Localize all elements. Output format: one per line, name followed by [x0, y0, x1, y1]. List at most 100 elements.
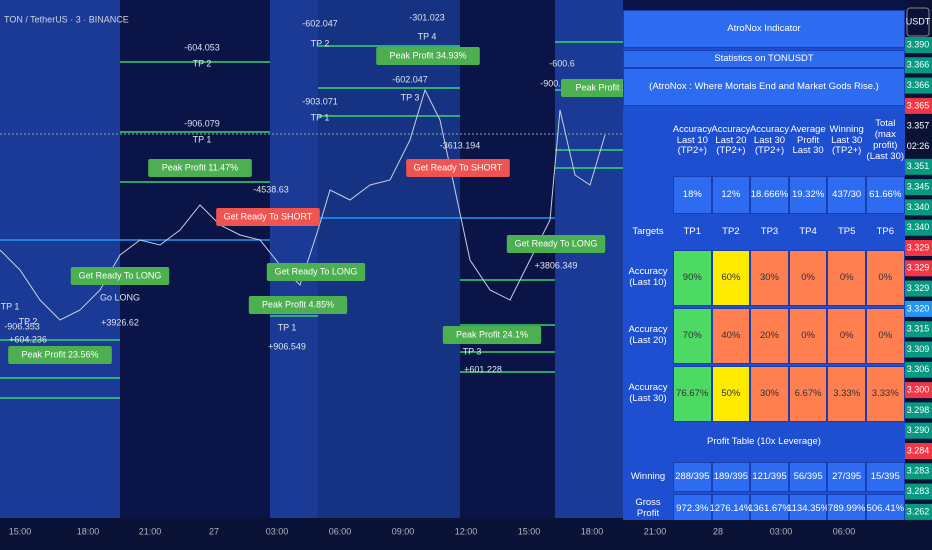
signal-box [70, 267, 170, 285]
target-header: TP6 [876, 225, 895, 237]
time-label: 28 [713, 526, 723, 536]
price-tag [905, 280, 932, 297]
gross-cell: 972.3% [673, 494, 712, 520]
level-label: -900.941 [540, 78, 576, 88]
price-tag [905, 382, 932, 399]
level-label: -602.047 [392, 74, 428, 84]
price-label: 3.298 [907, 405, 930, 415]
price-label: 3.315 [907, 324, 930, 334]
price-label: 3.340 [907, 222, 930, 232]
symbol: TON / TetherUS · 3 · BINANCE [4, 14, 129, 24]
stat-header: Accuracy Last 10 (TP2+) [672, 123, 712, 157]
stat-value: 18% [673, 176, 712, 214]
accuracy-cell: 0% [827, 308, 866, 364]
price-label: 02:26 [907, 141, 930, 151]
time-label: 03:00 [266, 526, 289, 536]
price-tag [905, 463, 932, 480]
target-lines [0, 41, 623, 399]
signal-box [406, 159, 510, 177]
price-label: 3.329 [907, 263, 930, 273]
price-tag [905, 402, 932, 419]
signal-label: Get Ready To LONG [79, 270, 162, 280]
time-label: 06:00 [833, 526, 856, 536]
time-label: 27 [209, 526, 219, 536]
signal-box [376, 47, 480, 65]
level-label: -600.6 [549, 58, 575, 68]
signal-label: Get Ready To LONG [515, 238, 598, 248]
signal-label: Get Ready To SHORT [414, 162, 503, 172]
session-band [318, 0, 460, 518]
gross-cell: 1134.35% [787, 494, 829, 520]
level-label: -3613.194 [440, 140, 481, 150]
time-label: 09:00 [392, 526, 415, 536]
level-label: -4538.63 [253, 184, 289, 194]
price-label: 3.366 [907, 80, 930, 90]
accuracy-cell: 0% [827, 250, 866, 306]
accuracy-cell: 0% [788, 308, 828, 364]
row-label: Accuracy (Last 30) [628, 382, 668, 404]
profit-title: Profit Table (10x Leverage) [707, 435, 821, 447]
price-label: 3.357 [907, 121, 930, 131]
gross-cell: 506.41% [866, 494, 905, 520]
stat-value: 19.32% [788, 176, 828, 214]
time-label: 21:00 [644, 526, 667, 536]
indicator-panel: AtroNox Indicator Statistics on TONUSDT (A… [623, 10, 905, 520]
level-label: TP 3 [463, 346, 482, 356]
target-header: TP3 [760, 225, 779, 237]
price-tag [905, 361, 932, 378]
level-label: -602.047 [302, 18, 338, 28]
entry-lines [0, 217, 555, 241]
accuracy-cell: 6.67% [788, 366, 828, 422]
targets-label: Targets [632, 225, 664, 237]
stat-value: 18.666% [750, 176, 789, 214]
row-label: Gross Profit [635, 497, 661, 519]
row-label: Accuracy (Last 20) [628, 324, 668, 346]
price-label: 3.351 [907, 161, 930, 171]
accuracy-cell: 70% [673, 308, 712, 364]
price-label: 3.283 [907, 486, 930, 496]
accuracy-cell: 40% [711, 308, 751, 364]
price-label: 3.306 [907, 364, 930, 374]
currency-box [906, 7, 930, 37]
row-label: Winning [630, 470, 666, 482]
winning-cell: 27/395 [827, 462, 866, 492]
level-label: TP 3 [401, 92, 420, 102]
time-label: 15:00 [518, 526, 541, 536]
winning-cell: 189/395 [711, 462, 751, 492]
target-header: TP1 [683, 225, 702, 237]
price-tag [905, 179, 932, 196]
level-label: +3806.349 [535, 260, 578, 270]
stat-value: 437/30 [827, 176, 866, 214]
signal-label: Peak Profit 22. [575, 82, 634, 92]
signal-box [442, 326, 542, 344]
level-label: +601.228 [464, 364, 502, 374]
signal-box [266, 263, 366, 281]
accuracy-cell: 60% [711, 250, 751, 306]
level-label: TP 2 [193, 58, 212, 68]
stat-value: 61.66% [866, 176, 905, 214]
time-label: 15:00 [9, 526, 32, 536]
accuracy-cell: 30% [750, 366, 789, 422]
price-tag [905, 97, 932, 114]
stat-header: Accuracy Last 30 (TP2+) [749, 123, 790, 157]
target-header: TP5 [837, 225, 856, 237]
level-label: TP 1 [311, 112, 330, 122]
price-tag [905, 37, 932, 53]
accuracy-cell: 76.67% [673, 366, 712, 422]
accuracy-cell: 20% [750, 308, 789, 364]
level-label: -604.053 [184, 42, 220, 52]
accuracy-cell: 0% [866, 308, 905, 364]
price-label: 3.284 [907, 445, 930, 455]
signal-label: Peak Profit 11.47% [162, 162, 238, 172]
price-tag [905, 300, 932, 317]
price-tag [905, 199, 932, 216]
signal-label: Peak Profit 24.1% [456, 329, 528, 339]
level-label: +906.549 [268, 341, 306, 351]
price-tag [905, 219, 932, 236]
price-label: 3.320 [907, 303, 930, 313]
time-label: 21:00 [139, 526, 162, 536]
price-label: 3.290 [907, 425, 930, 435]
target-header: TP2 [722, 225, 740, 237]
